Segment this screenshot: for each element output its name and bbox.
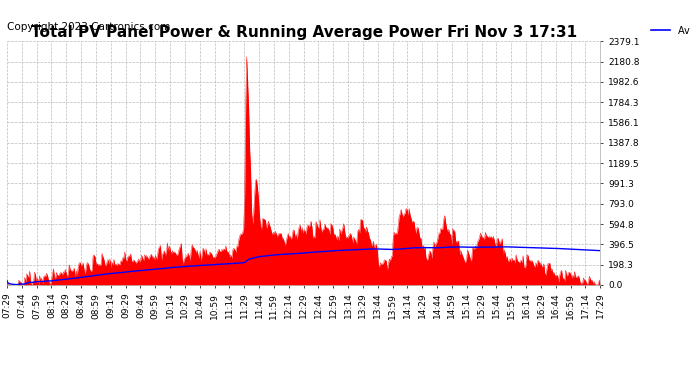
Title: Total PV Panel Power & Running Average Power Fri Nov 3 17:31: Total PV Panel Power & Running Average P… [30, 25, 577, 40]
Legend: Average(DC Watts), PV Panels(DC Watts): Average(DC Watts), PV Panels(DC Watts) [647, 22, 690, 39]
Text: Copyright 2023 Cartronics.com: Copyright 2023 Cartronics.com [7, 21, 170, 32]
